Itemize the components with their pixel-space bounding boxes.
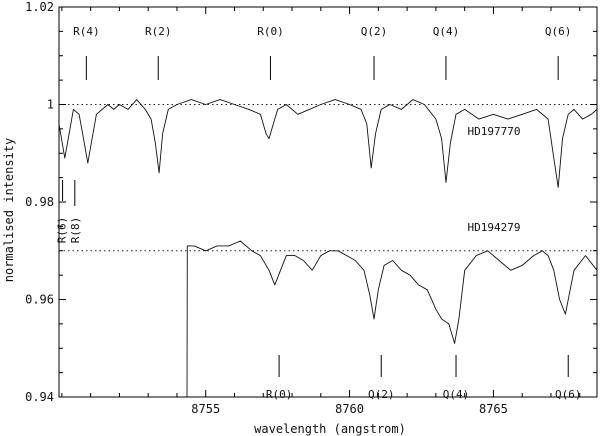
y-axis-label: normalised intensity — [2, 138, 16, 283]
series-line-hd197770 — [58, 99, 598, 188]
x-tick-label: 8760 — [335, 402, 364, 416]
line-marker-label: Q(6) — [545, 25, 572, 38]
line-marker-label: R(6) — [56, 217, 69, 244]
series-label-hd194279: HD194279 — [468, 221, 521, 234]
series-line-hd194279 — [186, 240, 598, 398]
y-tick-label: 0.98 — [25, 195, 54, 209]
text-layer: wavelength (angstrom) normalised intensi… — [2, 138, 406, 436]
line-marker-label: R(2) — [145, 25, 172, 38]
series-label-hd197770: HD197770 — [468, 125, 521, 138]
line-marker-label: Q(2) — [368, 388, 395, 401]
line-marker-label: Q(6) — [555, 388, 582, 401]
x-tick-label: 8755 — [191, 402, 220, 416]
plot-frame — [58, 6, 598, 398]
line-marker-label: R(4) — [73, 25, 100, 38]
y-tick-label: 1.02 — [25, 0, 54, 14]
y-tick-label: 1 — [47, 98, 54, 112]
line-marker-layer: HD197770 HD194279 R(4) R(2) R(0) Q(2) Q(4) Q(6)… — [56, 25, 582, 401]
y-tick-label: 0.96 — [25, 293, 54, 307]
line-marker-label: R(0) — [266, 388, 293, 401]
x-tick-label: 8765 — [479, 402, 508, 416]
y-tick-label: 0.94 — [25, 390, 54, 404]
line-marker-label: R(8) — [69, 217, 82, 244]
line-marker-label: Q(4) — [443, 388, 470, 401]
line-marker-label: Q(4) — [433, 25, 460, 38]
series-layer — [58, 99, 598, 398]
line-marker-label: R(0) — [257, 25, 284, 38]
axis-layer: 8755 8760 8765 0.94 0.96 0.98 1 1.02 — [25, 0, 597, 416]
line-marker-label: Q(2) — [361, 25, 388, 38]
plot-area — [58, 6, 598, 398]
x-axis-label: wavelength (angstrom) — [254, 422, 406, 436]
